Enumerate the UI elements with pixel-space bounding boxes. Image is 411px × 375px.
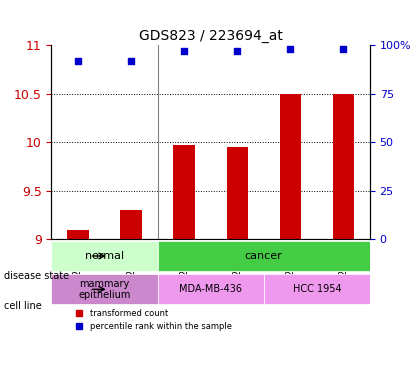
Text: MDA-MB-436: MDA-MB-436 [179, 284, 242, 294]
Bar [279, 94, 301, 239]
Point [75, 57, 81, 63]
FancyBboxPatch shape [51, 274, 157, 304]
Bar [226, 147, 248, 239]
Title: GDS823 / 223694_at: GDS823 / 223694_at [139, 28, 283, 43]
Point [234, 48, 240, 54]
FancyBboxPatch shape [264, 274, 370, 304]
Text: normal: normal [85, 251, 124, 261]
Bar [333, 94, 354, 239]
FancyBboxPatch shape [157, 274, 264, 304]
Bar [67, 230, 88, 239]
Legend: transformed count, percentile rank within the sample: transformed count, percentile rank withi… [72, 306, 235, 334]
Point [340, 46, 346, 52]
Bar [173, 145, 195, 239]
Bar [120, 210, 142, 239]
Text: cancer: cancer [245, 251, 283, 261]
Text: HCC 1954: HCC 1954 [293, 284, 341, 294]
Point [287, 46, 293, 52]
FancyBboxPatch shape [157, 241, 370, 271]
Text: disease state: disease state [4, 271, 69, 280]
Point [128, 57, 134, 63]
Point [181, 48, 187, 54]
Text: mammary
epithelium: mammary epithelium [78, 279, 131, 300]
Text: cell line: cell line [4, 301, 42, 310]
FancyBboxPatch shape [51, 241, 157, 271]
